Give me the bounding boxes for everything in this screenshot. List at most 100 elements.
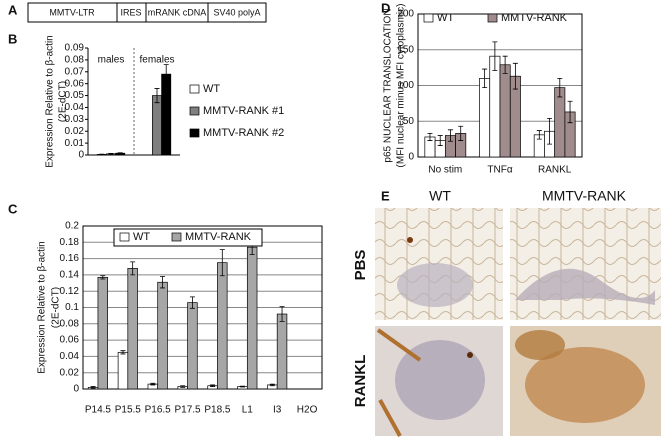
y-tick-label: 0.08 bbox=[60, 318, 80, 329]
x-tick-label: L1 bbox=[242, 405, 254, 416]
y-tick-label: 0.06 bbox=[60, 335, 80, 346]
y-tick-label: 0.18 bbox=[60, 237, 80, 248]
error-bar bbox=[427, 133, 433, 141]
y-tick-label: 0 bbox=[408, 152, 414, 163]
bar bbox=[97, 276, 108, 390]
construct-diagram bbox=[27, 2, 267, 23]
error-bar bbox=[130, 261, 136, 276]
panel-label: D bbox=[381, 0, 390, 15]
error-bar bbox=[482, 68, 488, 89]
legend-label: MMTV-RANK bbox=[185, 231, 252, 243]
row-label: RANKL bbox=[352, 355, 369, 408]
error-bar bbox=[163, 64, 169, 85]
x-tick-label: P15.5 bbox=[115, 405, 142, 416]
x-tick-label: P16.5 bbox=[145, 405, 172, 416]
error-bar bbox=[512, 62, 518, 90]
error-bar bbox=[279, 306, 285, 322]
error-bar bbox=[180, 385, 186, 388]
x-tick-label: I3 bbox=[273, 405, 282, 416]
error-bar bbox=[219, 249, 225, 277]
bar bbox=[117, 351, 129, 390]
y-tick-label: 0.09 bbox=[65, 43, 85, 54]
error-bar bbox=[154, 88, 160, 104]
bar bbox=[246, 246, 258, 390]
nucleus bbox=[467, 352, 473, 358]
construct-box bbox=[207, 2, 267, 23]
column-label: MMTV-RANK bbox=[542, 188, 627, 204]
legend-label: MMTV-RANK bbox=[501, 12, 568, 24]
y-tick-label: 200 bbox=[397, 9, 414, 20]
error-bar bbox=[437, 135, 443, 146]
legend-swatch bbox=[423, 13, 434, 23]
bar bbox=[127, 268, 138, 390]
bar bbox=[479, 77, 491, 158]
legend-label: MMTV-RANK #1 bbox=[203, 105, 284, 117]
micrographs bbox=[375, 208, 661, 437]
error-bar bbox=[557, 77, 563, 98]
x-tick-label: P18.5 bbox=[204, 405, 231, 416]
x-tick-label: P14.5 bbox=[85, 405, 112, 416]
x-tick-label: No stim bbox=[428, 165, 462, 176]
y-axis-label: (2E-dCT) bbox=[58, 81, 69, 122]
y-tick-label: 0.12 bbox=[60, 286, 80, 297]
panel-label: B bbox=[8, 31, 17, 46]
y-axis-label: (2E-dCT) bbox=[51, 287, 62, 328]
y-tick-label: 0.08 bbox=[65, 55, 85, 66]
row-label: PBS bbox=[352, 250, 369, 281]
legend-swatch bbox=[189, 106, 200, 116]
error-bar bbox=[150, 382, 156, 386]
construct-label: mRANK cDNA bbox=[148, 7, 207, 17]
y-tick-label: 0.16 bbox=[60, 253, 80, 264]
error-bar bbox=[90, 386, 96, 389]
legend-label: WT bbox=[133, 231, 150, 243]
panel-label: A bbox=[8, 2, 18, 17]
x-tick-label: RANKL bbox=[538, 165, 572, 176]
legend-swatch bbox=[119, 232, 130, 242]
y-tick-label: 50 bbox=[403, 116, 415, 127]
error-bar bbox=[447, 129, 453, 142]
y-tick-label: 0.1 bbox=[65, 302, 79, 313]
x-tick-label: TNFα bbox=[487, 165, 512, 176]
y-tick-label: 0.04 bbox=[60, 351, 80, 362]
x-tick-label: P17.5 bbox=[174, 405, 201, 416]
error-bar bbox=[458, 125, 464, 141]
error-bar bbox=[117, 152, 123, 155]
panel-label: C bbox=[8, 201, 18, 216]
error-bar bbox=[269, 383, 275, 387]
bar bbox=[161, 73, 172, 156]
error-bar bbox=[502, 55, 508, 74]
y-tick-label: 0.03 bbox=[65, 114, 85, 125]
error-bar bbox=[547, 117, 553, 145]
micrograph bbox=[510, 208, 661, 320]
duct bbox=[397, 263, 473, 307]
nucleus bbox=[407, 237, 413, 243]
error-bar bbox=[160, 276, 166, 289]
y-tick-label: 0.2 bbox=[65, 221, 79, 232]
y-axis-label: (MFI nuclear minus MFI cytoplasmic) bbox=[396, 4, 407, 168]
stain bbox=[376, 328, 422, 437]
error-bar bbox=[567, 100, 573, 124]
y-tick-label: 0.05 bbox=[65, 90, 85, 101]
y-tick-label: 100 bbox=[397, 80, 414, 91]
legend-label: WT bbox=[437, 12, 454, 24]
construct-label: IRES bbox=[120, 7, 141, 17]
legend-swatch bbox=[171, 232, 182, 242]
plot-frame bbox=[82, 225, 323, 390]
panel-label: E bbox=[381, 188, 390, 203]
bar bbox=[276, 313, 288, 390]
y-tick-label: 0 bbox=[78, 150, 84, 161]
error-bar bbox=[108, 153, 114, 155]
bar bbox=[217, 262, 228, 390]
y-tick-label: 0 bbox=[73, 384, 79, 395]
y-tick-label: 0.07 bbox=[65, 66, 85, 77]
duct bbox=[515, 268, 655, 305]
legend-label: WT bbox=[203, 83, 220, 95]
y-tick-label: 0.06 bbox=[65, 78, 85, 89]
legend-swatch bbox=[189, 128, 200, 138]
y-axis-label: p65 NUCLEAR TRANSLOCATION bbox=[383, 8, 394, 162]
bar bbox=[152, 95, 162, 156]
y-tick-label: 0.01 bbox=[65, 138, 85, 149]
y-tick-label: 150 bbox=[397, 44, 414, 55]
y-tick-label: 0.02 bbox=[60, 367, 80, 378]
